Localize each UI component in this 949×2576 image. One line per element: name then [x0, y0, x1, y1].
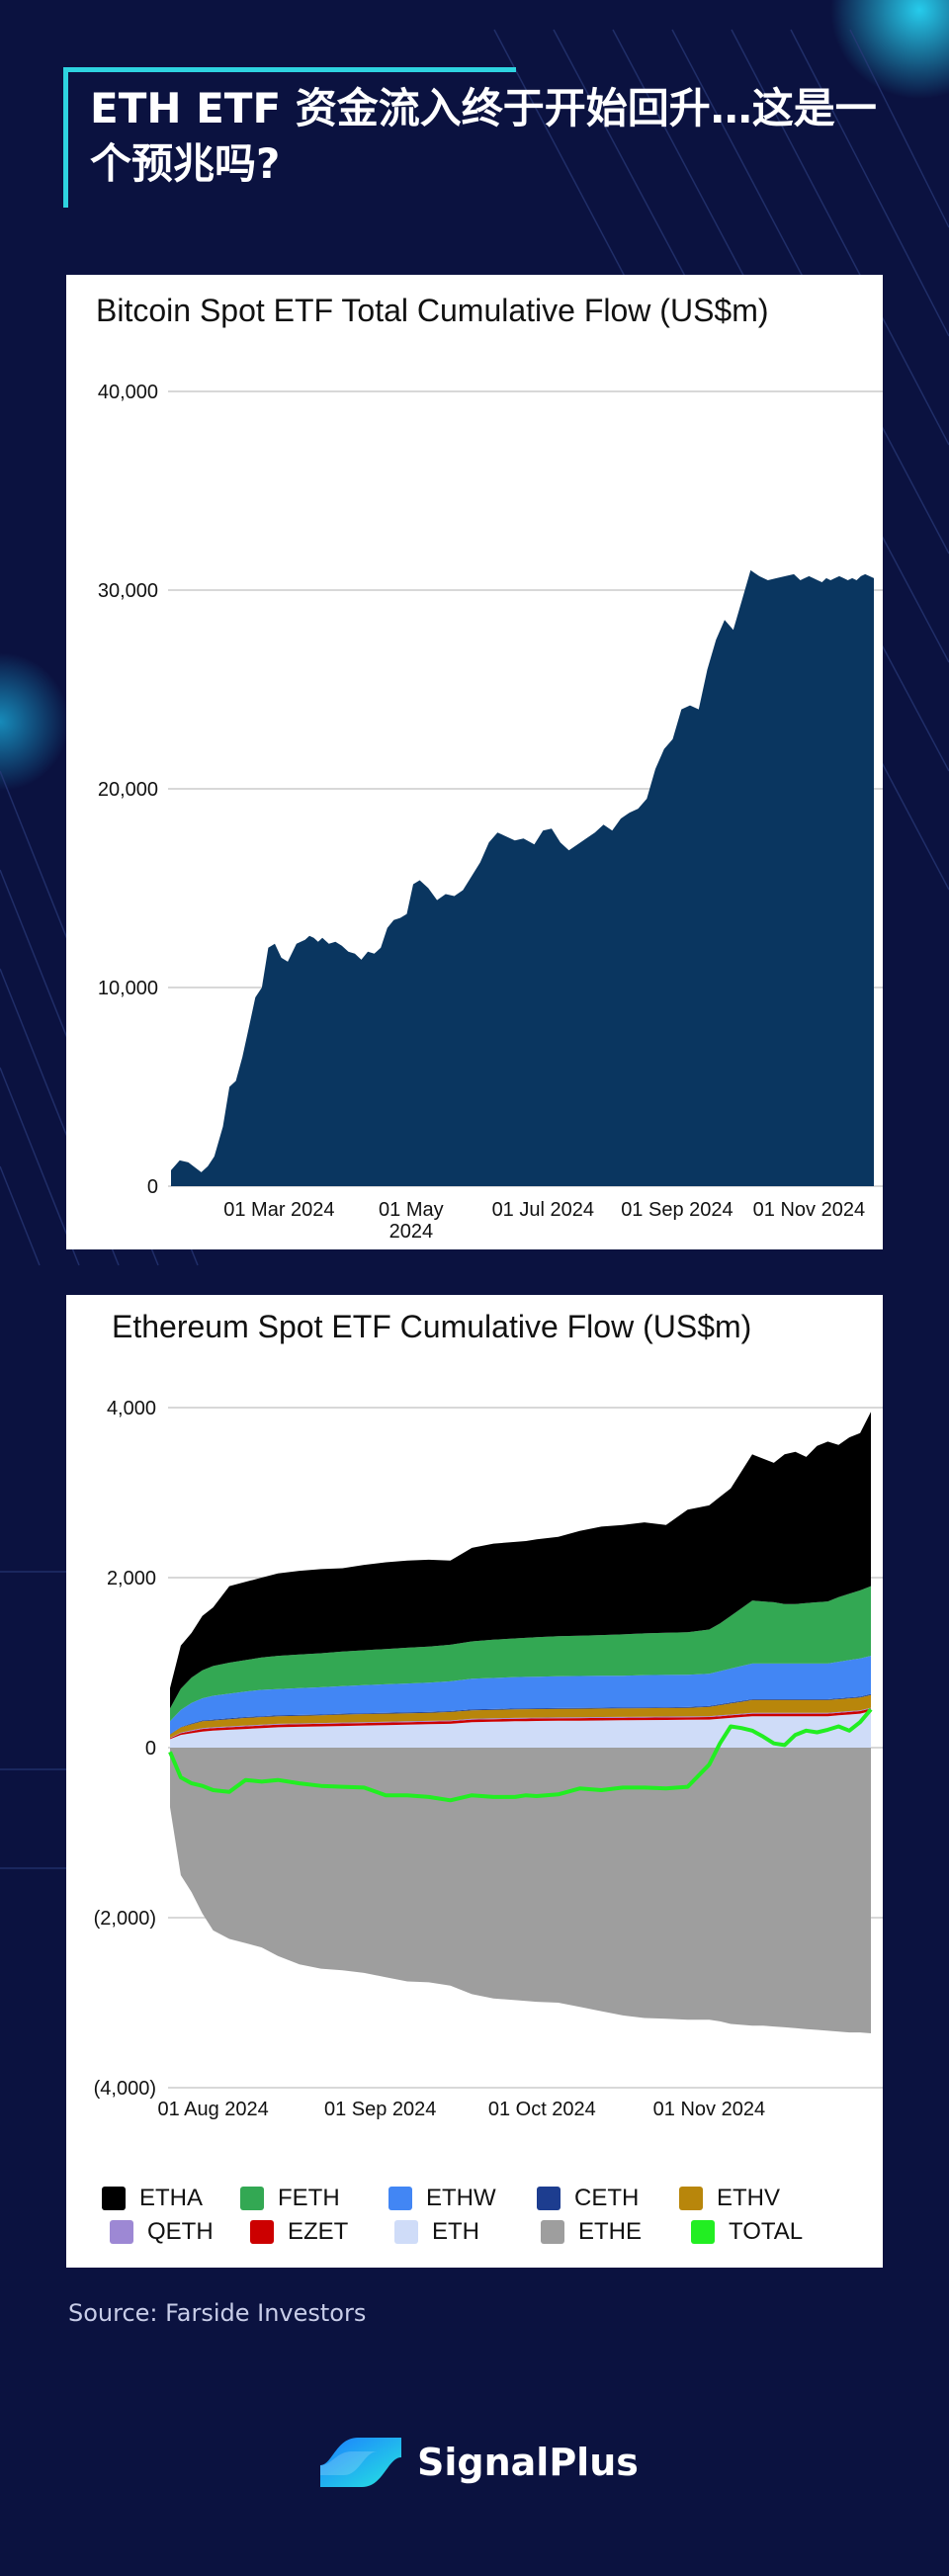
eth-x-tick-label: 01 Aug 2024: [157, 2099, 268, 2120]
legend-item-ethw: ETHW: [388, 2185, 496, 2212]
legend-label: ETHE: [578, 2218, 643, 2245]
legend-swatch: [110, 2220, 133, 2244]
legend-swatch: [394, 2220, 418, 2244]
brand-name: SignalPlus: [417, 2441, 639, 2484]
eth-chart-card: Ethereum Spot ETF Cumulative Flow (US$m)…: [66, 1295, 883, 2268]
eth-y-tick-label: (4,000): [94, 2078, 156, 2100]
btc-x-tick-label: 01 May: [379, 1199, 444, 1221]
btc-y-tick-label: 30,000: [98, 580, 158, 602]
legend-label: ETHV: [717, 2185, 781, 2211]
legend-swatch: [537, 2187, 561, 2210]
eth-area-FETH: [170, 1586, 871, 1722]
legend-swatch: [250, 2220, 274, 2244]
legend-swatch: [679, 2187, 703, 2210]
legend-label: EZET: [288, 2218, 349, 2245]
legend-item-qeth: QETH: [110, 2218, 214, 2246]
eth-x-tick-label: 01 Oct 2024: [488, 2099, 596, 2120]
legend-item-ceth: CETH: [537, 2185, 639, 2212]
btc-chart-card: Bitcoin Spot ETF Total Cumulative Flow (…: [66, 275, 883, 1249]
btc-cumulative-area: [171, 569, 874, 1186]
legend-label: CETH: [574, 2185, 640, 2211]
source-note: Source: Farside Investors: [68, 2299, 367, 2327]
eth-y-tick-label: 4,000: [107, 1398, 156, 1419]
legend-label: ETHA: [139, 2185, 204, 2211]
legend-label: QETH: [147, 2218, 214, 2245]
eth-chart-plot: (4,000) (2,000) 0 2,000 4,000 01 Aug 2024 01 S…: [94, 1398, 883, 2120]
legend-item-ethe: ETHE: [541, 2218, 642, 2246]
btc-x-tick-label: 01 Jul 2024: [492, 1199, 594, 1221]
legend-swatch: [691, 2220, 715, 2244]
signalplus-logo-icon: [320, 2438, 401, 2487]
btc-y-tick-label: 20,000: [98, 779, 158, 801]
legend-label: FETH: [278, 2185, 340, 2211]
legend-label: TOTAL: [729, 2218, 804, 2245]
eth-area-ETHW: [170, 1656, 871, 1735]
legend-swatch: [388, 2187, 412, 2210]
page-title: ETH ETF 资金流入终于开始回升…这是一个预兆吗?: [90, 84, 877, 188]
legend-item-ezet: EZET: [250, 2218, 348, 2246]
eth-area-ETHA: [170, 1412, 871, 1709]
eth-total-line: [168, 1708, 873, 1803]
btc-y-tick-label: 10,000: [98, 978, 158, 999]
legend-label: ETH: [432, 2218, 479, 2245]
legend-item-eth: ETH: [394, 2218, 479, 2246]
eth-y-tick-label: 0: [145, 1738, 156, 1760]
eth-area-ETH: [170, 1711, 871, 1748]
btc-x-tick-label: 01 Nov 2024: [753, 1199, 865, 1221]
legend-label: ETHW: [426, 2185, 496, 2211]
legend-swatch: [240, 2187, 264, 2210]
eth-chart-title: Ethereum Spot ETF Cumulative Flow (US$m): [112, 1309, 752, 1344]
btc-y-tick-label: 0: [147, 1176, 158, 1198]
legend-item-feth: FETH: [240, 2185, 340, 2212]
btc-y-tick-label: 40,000: [98, 382, 158, 403]
eth-x-tick-label: 01 Sep 2024: [324, 2099, 436, 2120]
btc-chart-plot: 0 10,000 20,000 30,000 40,000 01 Mar 2024 01 M…: [98, 382, 883, 1243]
btc-x-tick-label: 01 Mar 2024: [223, 1199, 334, 1221]
brand-footer: SignalPlus: [318, 2430, 639, 2495]
eth-area-ETHE: [170, 1748, 871, 2033]
eth-x-tick-label: 01 Nov 2024: [653, 2099, 765, 2120]
eth-area-ETHV: [170, 1694, 871, 1739]
legend-swatch: [102, 2187, 126, 2210]
btc-x-tick-label: 2024: [389, 1221, 434, 1243]
btc-chart-title: Bitcoin Spot ETF Total Cumulative Flow (…: [96, 293, 769, 328]
title-block: ETH ETF 资金流入终于开始回升…这是一个预兆吗?: [63, 67, 877, 208]
legend-item-ethv: ETHV: [679, 2185, 780, 2212]
eth-y-tick-label: (2,000): [94, 1908, 156, 1930]
legend-item-total: TOTAL: [691, 2218, 803, 2246]
legend-item-etha: ETHA: [102, 2185, 203, 2212]
eth-y-tick-label: 2,000: [107, 1568, 156, 1589]
legend-swatch: [541, 2220, 564, 2244]
btc-x-tick-label: 01 Sep 2024: [621, 1199, 733, 1221]
